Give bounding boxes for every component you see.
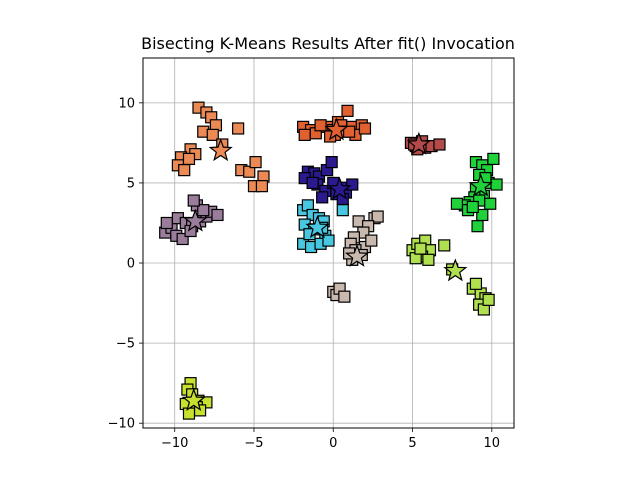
cluster-center-star <box>305 215 330 239</box>
cluster-center-star <box>468 173 493 197</box>
x-tick-label: −10 <box>161 436 188 451</box>
data-point <box>322 234 335 247</box>
data-point <box>338 290 351 303</box>
data-point <box>336 204 349 217</box>
cluster-centers <box>181 117 493 412</box>
chart-title: Bisecting K-Means Results After fit() In… <box>141 34 515 53</box>
data-point <box>438 239 451 252</box>
data-point <box>484 197 497 210</box>
data-point <box>193 404 207 417</box>
data-point <box>490 178 503 191</box>
x-tick-label: 10 <box>484 436 501 451</box>
cluster-center-star <box>344 243 370 267</box>
data-point <box>197 204 210 217</box>
data-point <box>182 152 196 166</box>
cluster-center-star <box>327 176 352 200</box>
y-tick-label: −5 <box>116 337 135 352</box>
data-point <box>211 208 224 222</box>
data-point <box>306 176 319 190</box>
data-point <box>187 194 200 207</box>
x-tick-label: 0 <box>329 436 337 451</box>
data-point <box>316 191 329 204</box>
data-point <box>482 293 495 306</box>
data-point <box>249 156 262 169</box>
data-point <box>358 122 372 135</box>
data-point <box>414 242 427 255</box>
plot-area-frame <box>142 57 515 429</box>
data-point <box>178 164 191 177</box>
data-point <box>298 128 311 141</box>
data-point <box>469 277 483 290</box>
y-tick-label: 10 <box>118 96 135 111</box>
data-point <box>422 253 435 266</box>
data-point <box>365 234 378 247</box>
y-tick-label: 0 <box>127 257 135 272</box>
data-point <box>371 210 384 223</box>
data-point <box>176 232 189 246</box>
data-point <box>206 128 219 141</box>
cluster-center-star <box>406 131 431 155</box>
data-point <box>325 156 338 169</box>
x-tick-label: −5 <box>244 436 263 451</box>
cluster-center-star <box>208 138 233 162</box>
y-tick-label: 5 <box>127 176 135 191</box>
data-point <box>314 119 327 132</box>
data-point <box>471 220 484 233</box>
data-point <box>346 178 359 191</box>
cluster-center-star <box>324 117 349 141</box>
data-point <box>232 122 245 135</box>
y-tick-label: −10 <box>108 417 135 432</box>
data-point <box>343 125 356 138</box>
cluster-center-star <box>443 258 468 282</box>
data-point <box>182 407 196 420</box>
x-tick-label: 5 <box>408 436 416 451</box>
cluster-center-star <box>181 388 206 412</box>
data-point <box>433 138 446 151</box>
cluster-center-star <box>183 208 208 232</box>
data-point <box>487 152 500 166</box>
data-point <box>160 216 173 230</box>
data-point <box>466 200 479 214</box>
data-point <box>341 104 354 117</box>
axis-ticks: −10 −5 0 5 10 −10 −5 0 5 10 <box>108 96 501 451</box>
data-point <box>243 165 256 178</box>
data-point <box>255 180 269 193</box>
data-point <box>450 197 464 210</box>
